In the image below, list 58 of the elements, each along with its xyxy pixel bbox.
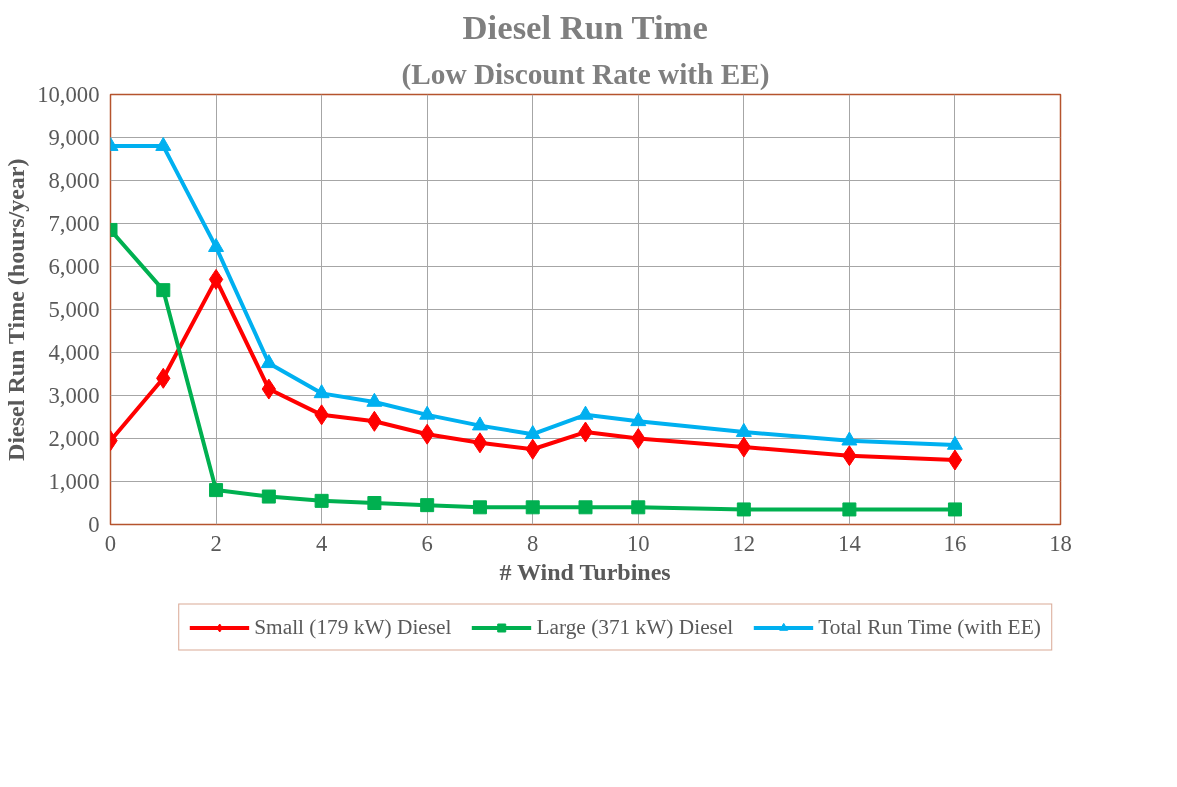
point: [578, 500, 593, 515]
y-tick-label: 0: [88, 512, 100, 537]
y-tick-label: 3,000: [48, 383, 100, 408]
y-tick-label: 8,000: [48, 168, 100, 193]
point: [472, 432, 488, 454]
x-tick-label: 8: [527, 530, 539, 556]
point: [155, 136, 172, 151]
x-tick-label: 14: [838, 530, 861, 556]
x-tick-label: 16: [943, 530, 967, 556]
chart-title: Diesel Run Time: [462, 7, 708, 46]
y-axis-title: Diesel Run Time (hours/year): [3, 158, 30, 461]
y-tick-label: 6,000: [48, 254, 100, 279]
y-tick-label: 1,000: [48, 469, 100, 494]
point: [156, 283, 171, 298]
x-axis-title: # Wind Turbines: [499, 558, 671, 585]
y-tick-label: 2,000: [48, 426, 100, 451]
point: [367, 496, 382, 510]
point: [577, 405, 594, 420]
point: [208, 237, 225, 252]
point: [366, 392, 383, 407]
point: [419, 405, 436, 420]
y-tick-label: 10,000: [37, 82, 100, 107]
y-tick-label: 9,000: [48, 125, 100, 150]
point: [842, 502, 857, 517]
x-tick-label: 6: [421, 530, 433, 556]
point: [525, 500, 540, 515]
point: [524, 425, 541, 440]
x-tick-label: 0: [104, 530, 117, 556]
point: [472, 500, 487, 515]
point: [209, 483, 224, 498]
y-tick-label: 5,000: [48, 297, 100, 322]
legend-label: Small (179 kW) Diesel: [254, 614, 452, 640]
x-tick-label: 4: [315, 530, 328, 556]
point: [947, 502, 962, 517]
point: [630, 412, 647, 427]
point: [471, 416, 488, 431]
x-tick-label: 2: [210, 530, 222, 556]
legend-label: Total Run Time (with EE): [818, 614, 1041, 640]
x-tick-label: 10: [626, 530, 650, 556]
point: [261, 489, 276, 504]
y-tick-label: 4,000: [48, 340, 100, 365]
point: [314, 493, 329, 508]
point: [946, 435, 963, 450]
chart-subtitle: (Low Discount Rate with EE): [401, 57, 770, 91]
point: [735, 422, 752, 437]
legend-label: Large (371 kW) Diesel: [536, 614, 734, 640]
point: [260, 354, 277, 369]
point: [208, 268, 224, 290]
point: [841, 431, 858, 446]
point: [420, 498, 435, 513]
x-tick-label: 12: [732, 530, 756, 556]
point: [947, 449, 963, 471]
point: [631, 428, 646, 449]
point: [631, 500, 646, 515]
point: [736, 502, 751, 517]
x-tick-label: 18: [1049, 530, 1072, 556]
y-tick-label: 7,000: [48, 211, 100, 236]
point: [313, 384, 330, 399]
